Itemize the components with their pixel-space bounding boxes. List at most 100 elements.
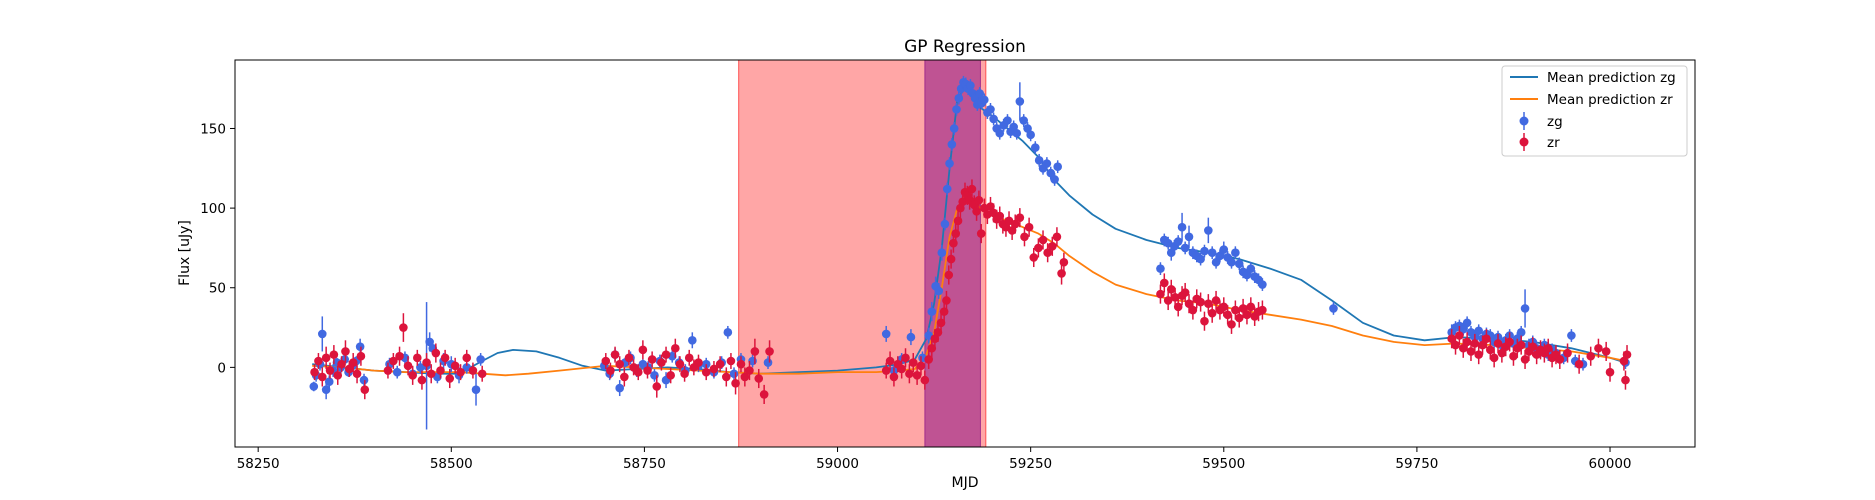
data-point-zr — [422, 353, 431, 373]
data-point-zr — [759, 384, 769, 404]
data-point-zr — [1586, 346, 1596, 366]
data-point-zr — [395, 346, 404, 366]
y-tick-label: 0 — [217, 360, 226, 376]
data-point-zr — [889, 367, 899, 387]
plot-area-frame — [234, 59, 1696, 448]
data-point-zg — [995, 126, 1005, 140]
data-point-zr — [927, 338, 937, 358]
x-tick-label: 58250 — [237, 456, 280, 472]
data-point-zr — [477, 365, 487, 382]
data-point-zg — [1019, 114, 1029, 127]
data-point-zr — [426, 364, 436, 384]
data-point-zr — [417, 370, 427, 390]
data-point-zg — [975, 87, 984, 100]
data-point-zg — [927, 302, 937, 322]
data-point-zg — [1567, 329, 1576, 342]
data-point-zr — [1170, 287, 1180, 307]
data-point-zr — [715, 356, 725, 373]
data-point-zr — [1200, 311, 1209, 331]
data-point-zr — [1223, 305, 1232, 325]
data-point-zr — [709, 361, 719, 377]
data-point-zr — [1482, 329, 1491, 349]
data-point-zg — [317, 316, 327, 352]
data-point-zr — [450, 357, 460, 374]
data-point-zr — [701, 364, 711, 381]
data-point-zr — [967, 179, 977, 199]
data-point-zr — [1451, 335, 1460, 355]
data-point-zr — [638, 340, 648, 360]
data-point-zr — [403, 356, 413, 376]
data-point-zr — [912, 365, 922, 385]
data-point-zg — [324, 375, 334, 389]
data-point-zr — [647, 351, 657, 368]
data-point-zr — [1493, 333, 1503, 354]
legend-label-zr: zr — [1547, 135, 1560, 151]
data-point-zg — [1258, 278, 1267, 291]
data-point-zr — [321, 346, 331, 369]
data-point-zg — [1215, 249, 1225, 263]
data-point-zr — [666, 367, 675, 384]
data-point-zr — [1258, 300, 1267, 320]
data-point-zr — [1555, 349, 1565, 369]
data-point-zg — [1046, 166, 1056, 180]
data-point-zr — [722, 367, 731, 387]
legend: Mean prediction zg Mean prediction zr zg… — [1501, 65, 1688, 157]
data-point-zg — [980, 93, 989, 107]
data-point-zr — [916, 356, 926, 376]
data-point-zr — [1052, 227, 1062, 247]
shaded-regions — [738, 59, 987, 448]
data-point-zr — [740, 367, 750, 387]
data-point-zr — [1034, 238, 1043, 258]
data-point-zr — [314, 353, 323, 369]
data-point-zr — [329, 345, 339, 365]
y-tick-label: 150 — [200, 121, 226, 137]
data-point-zr — [1015, 208, 1025, 228]
data-point-zr — [754, 368, 764, 389]
data-point-zg — [1458, 322, 1468, 336]
data-point-zr — [652, 375, 662, 398]
data-point-zr — [745, 361, 754, 381]
data-point-zr — [1160, 273, 1169, 293]
data-point-zr — [901, 348, 910, 368]
data-point-zg — [1003, 114, 1012, 127]
data-point-zg — [1219, 241, 1229, 258]
data-point-zr — [1024, 217, 1034, 237]
data-point-zr — [750, 338, 760, 365]
data-point-zg — [1177, 212, 1187, 242]
data-point-zr — [1563, 343, 1572, 363]
data-point-zr — [1038, 230, 1048, 250]
data-point-zg — [1196, 252, 1205, 266]
data-point-zr — [1059, 252, 1069, 272]
data-point-zr — [944, 265, 954, 285]
data-point-zr — [1470, 333, 1480, 354]
data-point-zr — [440, 349, 450, 366]
data-point-zr — [726, 353, 736, 369]
data-point-zr — [462, 349, 472, 366]
data-point-zg — [1200, 244, 1209, 258]
data-point-zr — [1227, 314, 1236, 334]
data-point-zg — [989, 112, 998, 126]
data-point-zg — [1026, 128, 1035, 142]
data-point-zg — [1520, 289, 1530, 328]
data-point-zr — [946, 249, 956, 269]
data-point-zr — [920, 370, 930, 390]
data-point-zg — [952, 103, 961, 116]
data-point-zg — [1207, 246, 1217, 260]
shaded-region-2 — [924, 59, 981, 448]
x-tick-label: 59750 — [1395, 456, 1438, 472]
legend-label-zg: zg — [1547, 114, 1563, 130]
data-point-zr — [905, 364, 914, 384]
data-point-zg — [986, 103, 995, 116]
data-point-zr — [333, 365, 343, 385]
data-point-zr — [953, 211, 963, 231]
data-point-zr — [736, 356, 746, 373]
data-point-zr — [408, 365, 417, 385]
data-point-zg — [947, 138, 957, 151]
data-point-zg — [1053, 160, 1062, 174]
legend-swatch-zr — [1519, 133, 1529, 151]
data-point-zr — [885, 351, 895, 371]
data-point-zr — [413, 349, 422, 366]
data-point-zr — [1207, 303, 1217, 323]
data-point-zg — [309, 381, 319, 392]
